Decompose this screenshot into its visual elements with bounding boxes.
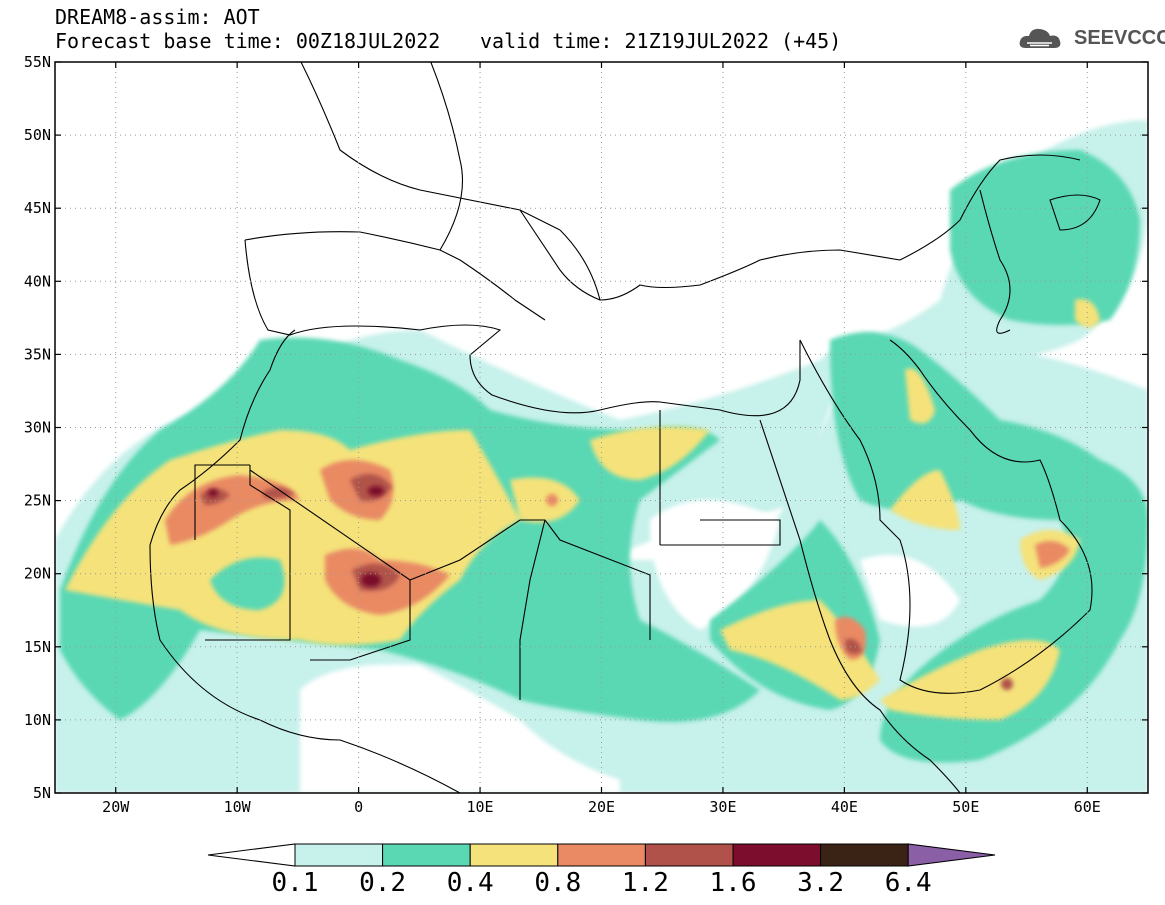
seevccc-logo: SEEVCCC (1018, 24, 1165, 52)
colorbar-swatch (382, 843, 471, 867)
lat-label: 5N (33, 784, 51, 802)
lat-label: 35N (24, 345, 51, 363)
colorbar-swatch (294, 843, 384, 867)
lat-label: 50N (24, 126, 51, 144)
map-title: DREAM8-assim: AOT (55, 5, 260, 29)
lat-label: 30N (24, 419, 51, 437)
axis-ticks (55, 61, 1148, 794)
colorbar-label: 1.2 (621, 868, 669, 898)
logo-text: SEEVCCC (1074, 26, 1165, 49)
colorbar-under-arrow (207, 843, 296, 867)
lon-label: 10W (224, 798, 252, 816)
colorbar-swatch (557, 843, 646, 867)
colorbar-label: 0.4 (446, 868, 494, 898)
lon-label: 50E (952, 798, 979, 816)
colorbar-label: 0.8 (534, 868, 582, 898)
colorbar-swatch (820, 843, 909, 867)
valid-time: valid time: 21Z19JUL2022 (+45) (480, 29, 842, 53)
colorbar-swatch (469, 843, 559, 867)
colorbar-swatch (732, 843, 822, 867)
colorbar-label: 0.2 (359, 868, 407, 898)
lon-label: 60E (1074, 798, 1101, 816)
lat-label: 45N (24, 199, 51, 217)
lat-label: 15N (24, 638, 51, 656)
lon-label: 10E (467, 798, 494, 816)
cloud-icon (1019, 28, 1061, 48)
lon-label: 20W (102, 798, 130, 816)
forecast-base-time: Forecast base time: 00Z18JUL2022 (55, 29, 441, 53)
lon-label: 40E (831, 798, 858, 816)
lon-label: 20E (588, 798, 615, 816)
lon-label: 30E (709, 798, 736, 816)
colorbar-label: 6.4 (884, 868, 932, 898)
lat-label: 55N (24, 53, 51, 71)
lat-label: 40N (24, 272, 51, 290)
axis-labels: 20W 10W 0 10E 20E 30E 40E 50E 60E 5N 10N 15N 20N 25N 3… (24, 53, 1101, 816)
colorbar (207, 843, 996, 867)
lat-label: 20N (24, 565, 51, 583)
lat-label: 10N (24, 711, 51, 729)
colorbar-swatch (644, 843, 734, 867)
colorbar-label: 3.2 (797, 868, 845, 898)
colorbar-label: 0.1 (271, 868, 319, 898)
graticule (55, 62, 1148, 793)
coastlines (149, 62, 1101, 793)
colorbar-over-arrow (907, 843, 996, 867)
lat-label: 25N (24, 492, 51, 510)
aot-field (55, 62, 1148, 793)
colorbar-label: 1.6 (709, 868, 757, 898)
lon-label: 0 (354, 798, 363, 816)
